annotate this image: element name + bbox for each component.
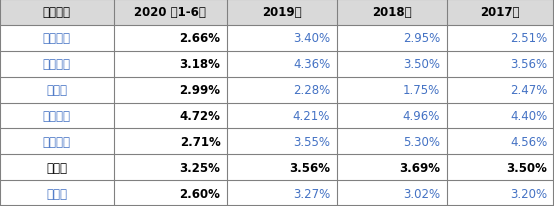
Bar: [447, 154, 554, 180]
Text: 4.36%: 4.36%: [293, 58, 330, 71]
Bar: [0, 0, 114, 26]
Text: 3.25%: 3.25%: [179, 161, 220, 174]
Text: 2020 年1-6月: 2020 年1-6月: [135, 6, 206, 19]
Bar: [447, 0, 554, 26]
Text: 3.18%: 3.18%: [179, 58, 220, 71]
Bar: [447, 180, 554, 206]
Text: 4.21%: 4.21%: [293, 109, 330, 122]
Bar: [114, 26, 227, 52]
Text: 2.71%: 2.71%: [179, 135, 220, 148]
Text: 梦网集团: 梦网集团: [43, 109, 71, 122]
Bar: [114, 180, 227, 206]
Text: 3.56%: 3.56%: [289, 161, 330, 174]
Text: 4.40%: 4.40%: [510, 109, 547, 122]
Bar: [0, 103, 114, 129]
Bar: [114, 0, 227, 26]
Bar: [337, 77, 447, 103]
Bar: [337, 180, 447, 206]
Bar: [447, 103, 554, 129]
Text: 4.96%: 4.96%: [403, 109, 440, 122]
Bar: [337, 129, 447, 154]
Bar: [227, 180, 337, 206]
Bar: [337, 0, 447, 26]
Bar: [114, 154, 227, 180]
Text: 公司名称: 公司名称: [43, 6, 71, 19]
Text: 4.56%: 4.56%: [510, 135, 547, 148]
Text: 3.50%: 3.50%: [506, 161, 547, 174]
Bar: [447, 52, 554, 77]
Text: 挖金客: 挖金客: [47, 187, 67, 200]
Bar: [337, 26, 447, 52]
Bar: [227, 103, 337, 129]
Text: 3.55%: 3.55%: [293, 135, 330, 148]
Text: 海联金汇: 海联金汇: [43, 58, 71, 71]
Bar: [114, 77, 227, 103]
Bar: [114, 103, 227, 129]
Bar: [0, 154, 114, 180]
Text: 人民网: 人民网: [47, 84, 67, 97]
Text: 3.69%: 3.69%: [399, 161, 440, 174]
Text: 3.56%: 3.56%: [510, 58, 547, 71]
Bar: [227, 77, 337, 103]
Bar: [227, 26, 337, 52]
Bar: [447, 129, 554, 154]
Bar: [227, 129, 337, 154]
Text: 2018年: 2018年: [372, 6, 412, 19]
Bar: [227, 52, 337, 77]
Text: 2.51%: 2.51%: [510, 32, 547, 45]
Text: 平均值: 平均值: [47, 161, 67, 174]
Text: 2.66%: 2.66%: [179, 32, 220, 45]
Bar: [0, 180, 114, 206]
Bar: [0, 52, 114, 77]
Bar: [0, 77, 114, 103]
Bar: [114, 129, 227, 154]
Text: 2.95%: 2.95%: [403, 32, 440, 45]
Text: 2019年: 2019年: [262, 6, 302, 19]
Bar: [337, 154, 447, 180]
Bar: [447, 26, 554, 52]
Text: 3.02%: 3.02%: [403, 187, 440, 200]
Bar: [0, 26, 114, 52]
Text: 2017年: 2017年: [480, 6, 520, 19]
Bar: [337, 103, 447, 129]
Text: 4.72%: 4.72%: [179, 109, 220, 122]
Bar: [227, 154, 337, 180]
Bar: [447, 77, 554, 103]
Text: 2.60%: 2.60%: [179, 187, 220, 200]
Bar: [0, 129, 114, 154]
Bar: [337, 52, 447, 77]
Text: 5.30%: 5.30%: [403, 135, 440, 148]
Text: 2.47%: 2.47%: [510, 84, 547, 97]
Text: 3.40%: 3.40%: [293, 32, 330, 45]
Text: 立昂技术: 立昂技术: [43, 32, 71, 45]
Bar: [227, 0, 337, 26]
Text: 1.75%: 1.75%: [403, 84, 440, 97]
Bar: [114, 52, 227, 77]
Text: 3.27%: 3.27%: [293, 187, 330, 200]
Text: 3.50%: 3.50%: [403, 58, 440, 71]
Text: 吴通控股: 吴通控股: [43, 135, 71, 148]
Text: 2.99%: 2.99%: [179, 84, 220, 97]
Text: 2.28%: 2.28%: [293, 84, 330, 97]
Text: 3.20%: 3.20%: [510, 187, 547, 200]
